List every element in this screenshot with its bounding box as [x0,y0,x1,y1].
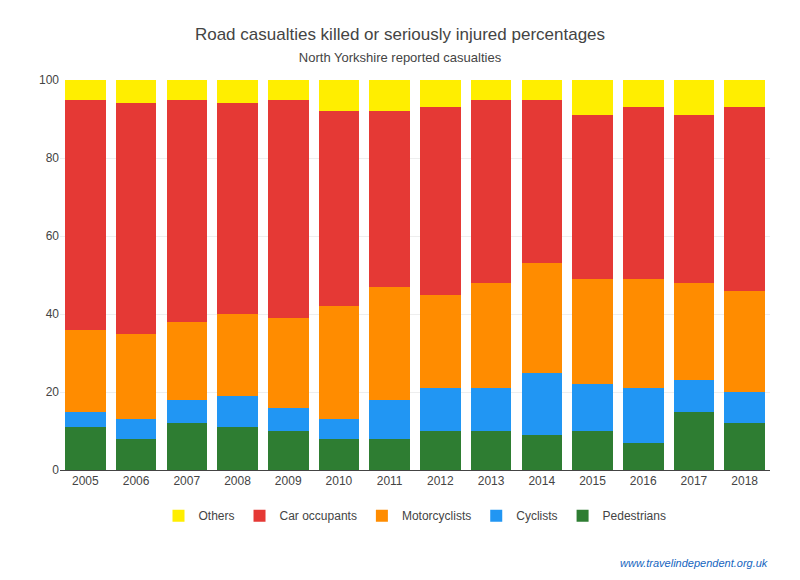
svg-text:100: 100 [39,73,59,87]
svg-text:2005: 2005 [72,474,99,488]
svg-text:2014: 2014 [528,474,555,488]
svg-text:Pedestrians: Pedestrians [603,509,666,523]
svg-text:2010: 2010 [326,474,353,488]
svg-text:Motorcyclists: Motorcyclists [402,509,471,523]
svg-text:20: 20 [46,385,60,399]
svg-text:80: 80 [46,151,60,165]
svg-text:2011: 2011 [377,474,403,488]
svg-text:2009: 2009 [275,474,302,488]
svg-text:2008: 2008 [224,474,251,488]
svg-text:Car occupants: Car occupants [280,509,357,523]
svg-text:2007: 2007 [173,474,200,488]
svg-text:www.travelindependent.org.uk: www.travelindependent.org.uk [620,557,768,569]
svg-text:40: 40 [46,307,60,321]
svg-text:Road casualties killed or seri: Road casualties killed or seriously inju… [195,25,605,65]
svg-text:60: 60 [46,229,60,243]
svg-text:2013: 2013 [478,474,505,488]
svg-text:2017: 2017 [681,474,708,488]
svg-text:Others: Others [199,509,235,523]
svg-text:2012: 2012 [427,474,454,488]
svg-text:2015: 2015 [579,474,606,488]
svg-text:0: 0 [52,463,59,477]
svg-text:2016: 2016 [630,474,657,488]
svg-text:2006: 2006 [123,474,150,488]
svg-text:2018: 2018 [731,474,758,488]
svg-text:Cyclists: Cyclists [516,509,557,523]
